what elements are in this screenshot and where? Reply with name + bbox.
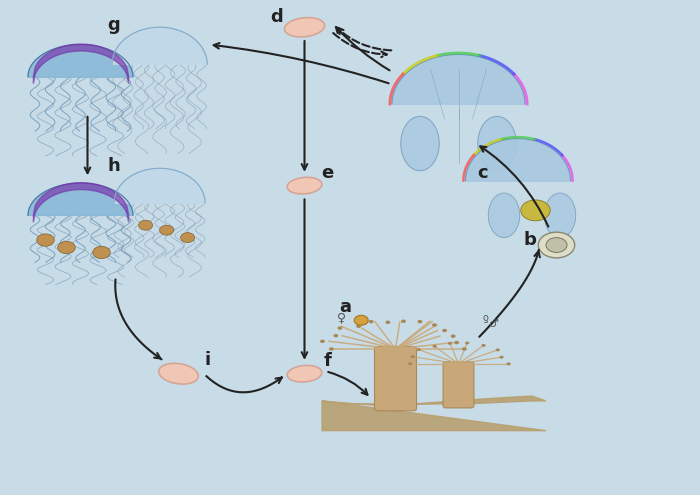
Text: d: d [270,8,283,26]
Ellipse shape [432,323,437,327]
FancyBboxPatch shape [374,346,416,411]
Ellipse shape [400,116,440,171]
Ellipse shape [538,232,575,258]
Ellipse shape [139,220,153,230]
Ellipse shape [451,335,456,338]
Text: e: e [321,164,334,182]
Polygon shape [28,45,133,77]
Ellipse shape [507,362,511,365]
Ellipse shape [287,177,322,194]
Ellipse shape [433,345,437,348]
Text: c: c [477,164,489,182]
Polygon shape [28,183,133,215]
Ellipse shape [92,247,111,259]
Ellipse shape [442,329,447,332]
Ellipse shape [57,241,76,254]
Polygon shape [392,54,525,104]
Ellipse shape [499,356,503,359]
Ellipse shape [489,193,519,238]
Ellipse shape [482,344,486,347]
Ellipse shape [159,363,198,384]
Ellipse shape [454,341,459,345]
Ellipse shape [160,225,174,235]
Ellipse shape [354,315,368,325]
Text: f: f [323,352,332,370]
Ellipse shape [546,238,567,252]
Ellipse shape [496,348,500,351]
Ellipse shape [284,17,325,37]
Ellipse shape [417,320,422,323]
Text: ƍ: ƍ [482,313,488,323]
Text: ♀: ♀ [337,312,346,325]
FancyBboxPatch shape [443,362,474,408]
Ellipse shape [320,340,325,343]
Ellipse shape [521,200,550,221]
Ellipse shape [329,347,334,350]
Ellipse shape [545,193,575,238]
Ellipse shape [181,233,195,243]
Text: i: i [204,351,210,369]
Text: g: g [108,16,120,34]
Ellipse shape [408,362,412,365]
Ellipse shape [462,347,467,350]
Polygon shape [112,27,207,64]
Ellipse shape [36,234,55,247]
Ellipse shape [369,320,374,323]
Ellipse shape [448,342,452,345]
Ellipse shape [337,326,342,330]
Text: h: h [108,157,120,175]
Polygon shape [466,139,570,181]
Ellipse shape [287,365,322,382]
Ellipse shape [411,355,415,358]
Ellipse shape [401,319,406,323]
Ellipse shape [478,116,517,171]
Ellipse shape [356,325,361,328]
Text: a: a [339,298,351,316]
Ellipse shape [333,334,338,338]
Text: ♂: ♂ [489,319,498,329]
Ellipse shape [465,342,469,345]
Ellipse shape [416,348,421,351]
Ellipse shape [386,321,391,324]
Polygon shape [322,396,546,431]
Text: b: b [524,231,536,249]
Polygon shape [114,168,205,203]
